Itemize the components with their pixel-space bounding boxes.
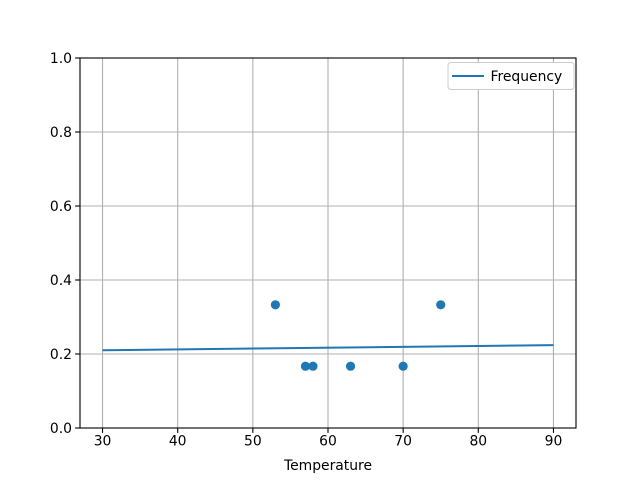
x-tick-label: 30 — [94, 434, 112, 450]
y-tick-label: 0.8 — [50, 125, 72, 141]
x-tick-label: 70 — [394, 434, 412, 450]
scatter-point — [345, 361, 356, 371]
scatter-point — [270, 300, 280, 310]
frequency-trend-line — [102, 344, 554, 352]
y-tick-label: 0.0 — [50, 421, 72, 437]
y-tick-label: 0.2 — [50, 347, 72, 363]
scatter-point — [398, 361, 408, 371]
x-tick-label: 60 — [319, 434, 337, 450]
legend-box — [447, 62, 575, 90]
scatter-point — [300, 361, 311, 371]
x-tick-label: 80 — [469, 434, 487, 450]
legend-label: Frequency — [491, 69, 563, 85]
y-tick-label: 1.0 — [50, 51, 72, 67]
x-tick-label: 40 — [169, 434, 187, 450]
y-tick-label: 0.6 — [50, 199, 72, 215]
x-tick-label: 50 — [244, 434, 262, 450]
scatter-point — [308, 361, 318, 371]
x-tick-label: 90 — [545, 434, 563, 450]
scatter-point — [436, 300, 446, 310]
y-tick-label: 0.4 — [50, 273, 72, 289]
